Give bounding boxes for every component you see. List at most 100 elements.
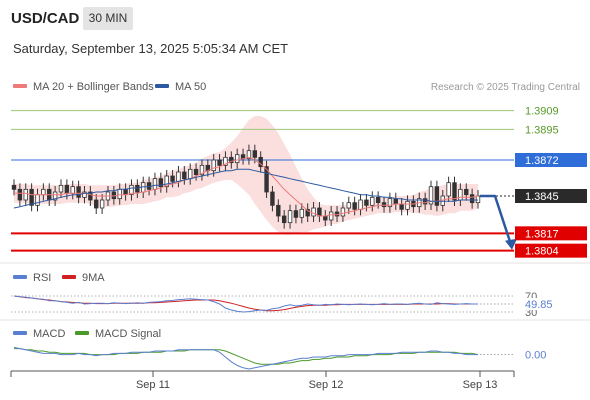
support-2-badge bbox=[515, 243, 587, 258]
candle bbox=[82, 191, 87, 198]
candle bbox=[76, 186, 81, 198]
ma50-line bbox=[13, 168, 478, 209]
candle bbox=[52, 191, 58, 201]
candle bbox=[299, 208, 304, 218]
candle bbox=[381, 202, 387, 208]
candle bbox=[58, 184, 64, 193]
candle bbox=[469, 194, 475, 204]
candle bbox=[23, 188, 28, 201]
candle bbox=[340, 207, 346, 217]
candle bbox=[276, 204, 281, 217]
candle bbox=[94, 199, 99, 209]
candle bbox=[328, 211, 334, 221]
candle bbox=[117, 188, 122, 200]
pivot-text: 1.3872 bbox=[525, 155, 559, 167]
candle bbox=[323, 215, 328, 221]
candle bbox=[346, 202, 351, 209]
projection-arrow-line bbox=[480, 194, 513, 246]
chart-header: USD/CAD 30 MIN Saturday, September 13, 2… bbox=[0, 0, 590, 70]
candle bbox=[182, 171, 187, 180]
pivot-badge bbox=[515, 153, 587, 167]
candle bbox=[88, 191, 93, 201]
candle bbox=[358, 199, 363, 210]
candle bbox=[199, 164, 205, 176]
candle bbox=[223, 156, 228, 166]
candle bbox=[422, 198, 428, 205]
candle bbox=[234, 154, 240, 164]
rsi-last-value: 49.85 bbox=[525, 299, 553, 311]
rsi-ma-legend-label: 9MA bbox=[82, 272, 105, 284]
candle bbox=[293, 210, 299, 218]
candle bbox=[405, 200, 410, 210]
price-legend: MA 20 + Bollinger Bands MA 50 bbox=[13, 81, 206, 93]
symbol-title: USD/CAD bbox=[11, 10, 80, 27]
rsi-legend: RSI 9MA bbox=[13, 272, 105, 284]
candle bbox=[229, 156, 234, 164]
support-1-label: 1.3817 bbox=[515, 226, 587, 241]
macd-panel: 0.00 bbox=[13, 346, 546, 370]
candle bbox=[364, 199, 369, 206]
ma50-legend-label: MA 50 bbox=[175, 81, 206, 93]
candle bbox=[252, 150, 258, 158]
candle bbox=[281, 215, 287, 224]
candle bbox=[434, 186, 440, 206]
candle bbox=[164, 175, 169, 188]
x-tick-label: Sep 11 bbox=[136, 379, 170, 391]
resistance-2-text: 1.3909 bbox=[525, 106, 559, 118]
candle bbox=[70, 186, 75, 194]
pivot-label: 1.3872 bbox=[515, 153, 587, 167]
candle bbox=[211, 159, 216, 172]
macd-legend-label: MACD bbox=[33, 328, 65, 340]
price-panel bbox=[11, 110, 517, 252]
candle bbox=[375, 196, 381, 204]
macd-legend: MACD MACD Signal bbox=[13, 328, 161, 340]
candle bbox=[188, 168, 193, 180]
support-2-text: 1.3804 bbox=[525, 246, 559, 258]
candle bbox=[446, 182, 451, 197]
candle bbox=[428, 186, 434, 205]
x-axis: Sep 11 Sep 12 Sep 13 bbox=[10, 370, 515, 391]
candle bbox=[475, 195, 481, 204]
resistance-1-label: 1.3895 bbox=[525, 124, 559, 136]
ma20-legend-swatch bbox=[13, 84, 27, 88]
rsi-last-bg bbox=[518, 298, 558, 310]
candle bbox=[29, 188, 34, 206]
candle bbox=[158, 178, 164, 188]
resistance-1-text: 1.3895 bbox=[525, 124, 559, 136]
candle bbox=[193, 168, 199, 176]
support-1-badge bbox=[515, 226, 587, 241]
bollinger-band bbox=[14, 116, 478, 235]
candle bbox=[176, 171, 181, 182]
macd-signal-legend-swatch bbox=[75, 331, 89, 335]
ma20-legend-label: MA 20 + Bollinger Bands bbox=[33, 81, 154, 93]
ma20-line bbox=[14, 156, 479, 217]
x-tick-label: Sep 13 bbox=[463, 379, 498, 391]
candle bbox=[41, 188, 46, 196]
copyright-text: Research © 2025 Trading Central bbox=[431, 82, 580, 93]
current-price-badge bbox=[515, 189, 587, 203]
macd-signal-legend-label: MACD Signal bbox=[95, 328, 161, 340]
candle bbox=[317, 207, 322, 217]
candle bbox=[152, 178, 158, 190]
candle bbox=[264, 166, 269, 193]
rsi-legend-swatch bbox=[13, 275, 27, 279]
macd-zero-label: 0.00 bbox=[525, 350, 546, 362]
current-price-label: 1.3845 bbox=[515, 189, 587, 203]
candle bbox=[129, 184, 134, 196]
candle bbox=[393, 198, 398, 205]
candle bbox=[370, 196, 375, 206]
candle bbox=[287, 210, 293, 224]
ma50-legend-swatch bbox=[155, 84, 169, 88]
datetime-label: Saturday, September 13, 2025 5:05:34 AM … bbox=[13, 41, 289, 56]
levels-layer: 1.3909 1.3895 1.3872 1.3845 1.3817 1.3804 bbox=[515, 106, 587, 258]
current-price-text: 1.3845 bbox=[525, 191, 559, 203]
candle bbox=[246, 150, 252, 160]
timeframe-button[interactable]: 30 MIN bbox=[83, 7, 133, 30]
candle bbox=[217, 159, 222, 166]
candle bbox=[35, 194, 40, 206]
candle bbox=[99, 199, 105, 209]
rsi-ma-legend-swatch bbox=[62, 275, 76, 279]
macd-signal-line bbox=[14, 348, 479, 365]
projection-arrow-head bbox=[505, 238, 517, 250]
